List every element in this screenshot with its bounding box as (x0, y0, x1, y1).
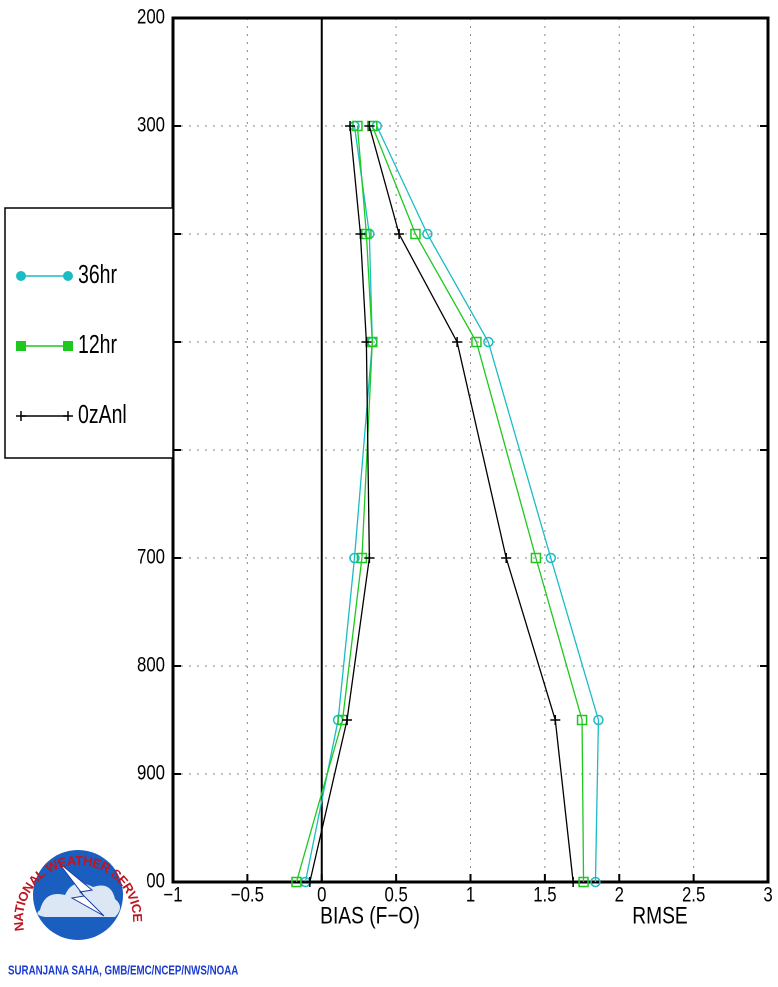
rmse-marker (530, 552, 542, 564)
x-tick-label: 0.5 (384, 884, 407, 907)
y-tick-label: 900 (137, 762, 165, 785)
x-tick-label: 1.5 (533, 884, 556, 907)
rmse-marker (483, 336, 494, 348)
rmse-marker (568, 877, 579, 887)
rmse-marker (550, 715, 561, 725)
y-tick-label: 700 (137, 546, 165, 569)
bias-marker (304, 877, 315, 887)
rmse-marker (545, 552, 557, 564)
legend-marker (63, 341, 73, 351)
x-tick-label: 1 (466, 884, 475, 907)
rmse-line (368, 125, 574, 883)
rmse-marker (422, 228, 433, 240)
x-label-rmse: RMSE (632, 901, 687, 929)
legend-marker (63, 271, 73, 281)
logo-bolt (57, 861, 105, 917)
rmse-line (376, 125, 600, 883)
bias-line (309, 125, 371, 883)
x-tick-label: 0 (317, 884, 326, 907)
x-tick-label: −1 (163, 884, 182, 907)
legend-marker (16, 341, 26, 351)
y-tick-label: 200 (137, 6, 165, 29)
x-tick-label: 2.5 (682, 884, 705, 907)
x-label-bias: BIAS (F−O) (320, 901, 420, 929)
legend-label: 12hr (78, 329, 117, 358)
rmse-marker (501, 553, 512, 563)
legend-marker (63, 411, 73, 421)
bias-marker (364, 553, 375, 563)
credit: SURANJANA SAHA, GMB/EMC/NCEP/NWS/NOAA (8, 964, 238, 978)
y-tick-label: 300 (137, 114, 165, 137)
bias-marker (342, 715, 353, 725)
rmse-marker (394, 229, 405, 239)
rmse-marker (576, 714, 588, 726)
bias-marker (349, 552, 360, 564)
legend-marker (16, 411, 26, 421)
bias-marker (345, 121, 356, 131)
legend-marker (16, 271, 26, 281)
x-tick-label: 2 (615, 884, 624, 907)
rmse-marker (364, 121, 375, 131)
rmse-marker (590, 876, 601, 888)
rmse-marker (578, 876, 589, 888)
rmse-marker (452, 337, 463, 347)
legend-label: 0zAnl (78, 399, 127, 428)
rmse-marker (471, 336, 482, 348)
x-tick-label: −0.5 (231, 884, 264, 907)
bias-line (304, 125, 373, 883)
bias-line (295, 125, 373, 883)
bias-marker (291, 876, 302, 888)
bias-marker (361, 337, 372, 347)
rmse-marker (593, 714, 604, 726)
y-tick-label: 800 (137, 654, 165, 677)
rmse-marker (410, 228, 421, 240)
x-tick-label: 3 (763, 884, 772, 907)
bias-marker (355, 229, 366, 239)
legend-label: 36hr (78, 259, 117, 288)
nws-logo: NATIONAL WEATHER SERVICE (7, 824, 149, 966)
rmse-line (371, 125, 585, 883)
